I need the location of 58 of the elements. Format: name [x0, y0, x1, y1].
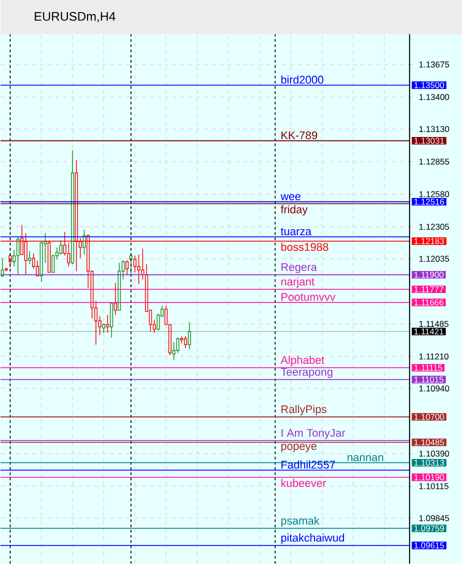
- candlestick: [188, 322, 191, 350]
- text: 1.11666: [414, 299, 444, 306]
- y-tick-label: 1.12305: [419, 224, 449, 230]
- text: 1.13500: [414, 82, 444, 88]
- ref-line-label: Pootumvvv: [281, 293, 336, 301]
- ref-line-label: I Am TonyJar: [281, 429, 345, 439]
- y-tick-label: 1.10390: [419, 450, 449, 457]
- ref-line-label: tuarza: [280, 228, 312, 236]
- y-tick-label: 1.11485: [419, 320, 448, 327]
- ref-line-label: narjant: [281, 277, 314, 288]
- ref-line-label: boss1988: [281, 242, 328, 251]
- candlestick: [140, 248, 144, 280]
- y-tick-label: 1.10940: [419, 385, 449, 392]
- candlestick: [59, 240, 62, 255]
- text: 1.11777: [414, 286, 444, 292]
- ref-line-label: bird2000: [281, 75, 324, 84]
- ref-line-label: friday: [280, 205, 308, 216]
- text: 1.13031: [414, 138, 444, 144]
- ref-line-label: psamak: [281, 516, 320, 527]
- ref-line-label: KK-789: [281, 131, 317, 140]
- text: 1.12516: [414, 198, 444, 205]
- y-tick-label: 1.13400: [419, 94, 449, 100]
- y-tick-label: 1.09845: [419, 515, 449, 522]
- candlestick: [102, 322, 106, 334]
- text: 1.10190: [414, 474, 444, 480]
- ref-line-label: popeye: [281, 444, 316, 452]
- text: 1.09615: [414, 542, 444, 548]
- chart-title: EURUSDm,H4: [34, 12, 116, 22]
- candlestick: [110, 302, 113, 338]
- text: 1.11115: [414, 364, 442, 371]
- candlestick: [176, 337, 180, 354]
- text: 1.11015: [414, 376, 444, 383]
- ref-line-label: nannan: [347, 455, 383, 462]
- text: 1.10700: [414, 414, 444, 420]
- text: 1.11900: [414, 272, 444, 278]
- candlestick: [125, 260, 128, 276]
- text: 1.12183: [414, 238, 444, 244]
- text: 1.09759: [414, 525, 444, 532]
- ref-line-label: pitakchaiwud: [281, 534, 344, 544]
- y-tick-label: 1.12035: [419, 256, 449, 262]
- ref-line-label: kubeever: [281, 478, 326, 488]
- ref-line-label: Teerapong: [280, 368, 332, 378]
- ref-line-label: Alphabet: [280, 356, 324, 366]
- candlestick: [137, 254, 140, 285]
- y-tick-label: 1.12580: [419, 191, 449, 198]
- y-tick-label: 1.11210: [419, 353, 448, 360]
- y-tick-label: 1.12855: [419, 158, 449, 165]
- candlestick: [133, 255, 136, 273]
- ref-line-label: wee: [280, 194, 300, 200]
- ref-line-label: RallyPips: [281, 404, 326, 416]
- text: 1.11421: [414, 328, 444, 334]
- y-tick-label: 1.13675: [419, 61, 449, 68]
- candlestick: [16, 236, 20, 276]
- ref-line-label: Regera: [281, 263, 317, 274]
- y-tick-label: 1.10115: [419, 483, 448, 490]
- text: 1.10313: [414, 460, 444, 466]
- text: 1.10485: [414, 439, 444, 446]
- y-tick-label: 1.13130: [419, 126, 449, 132]
